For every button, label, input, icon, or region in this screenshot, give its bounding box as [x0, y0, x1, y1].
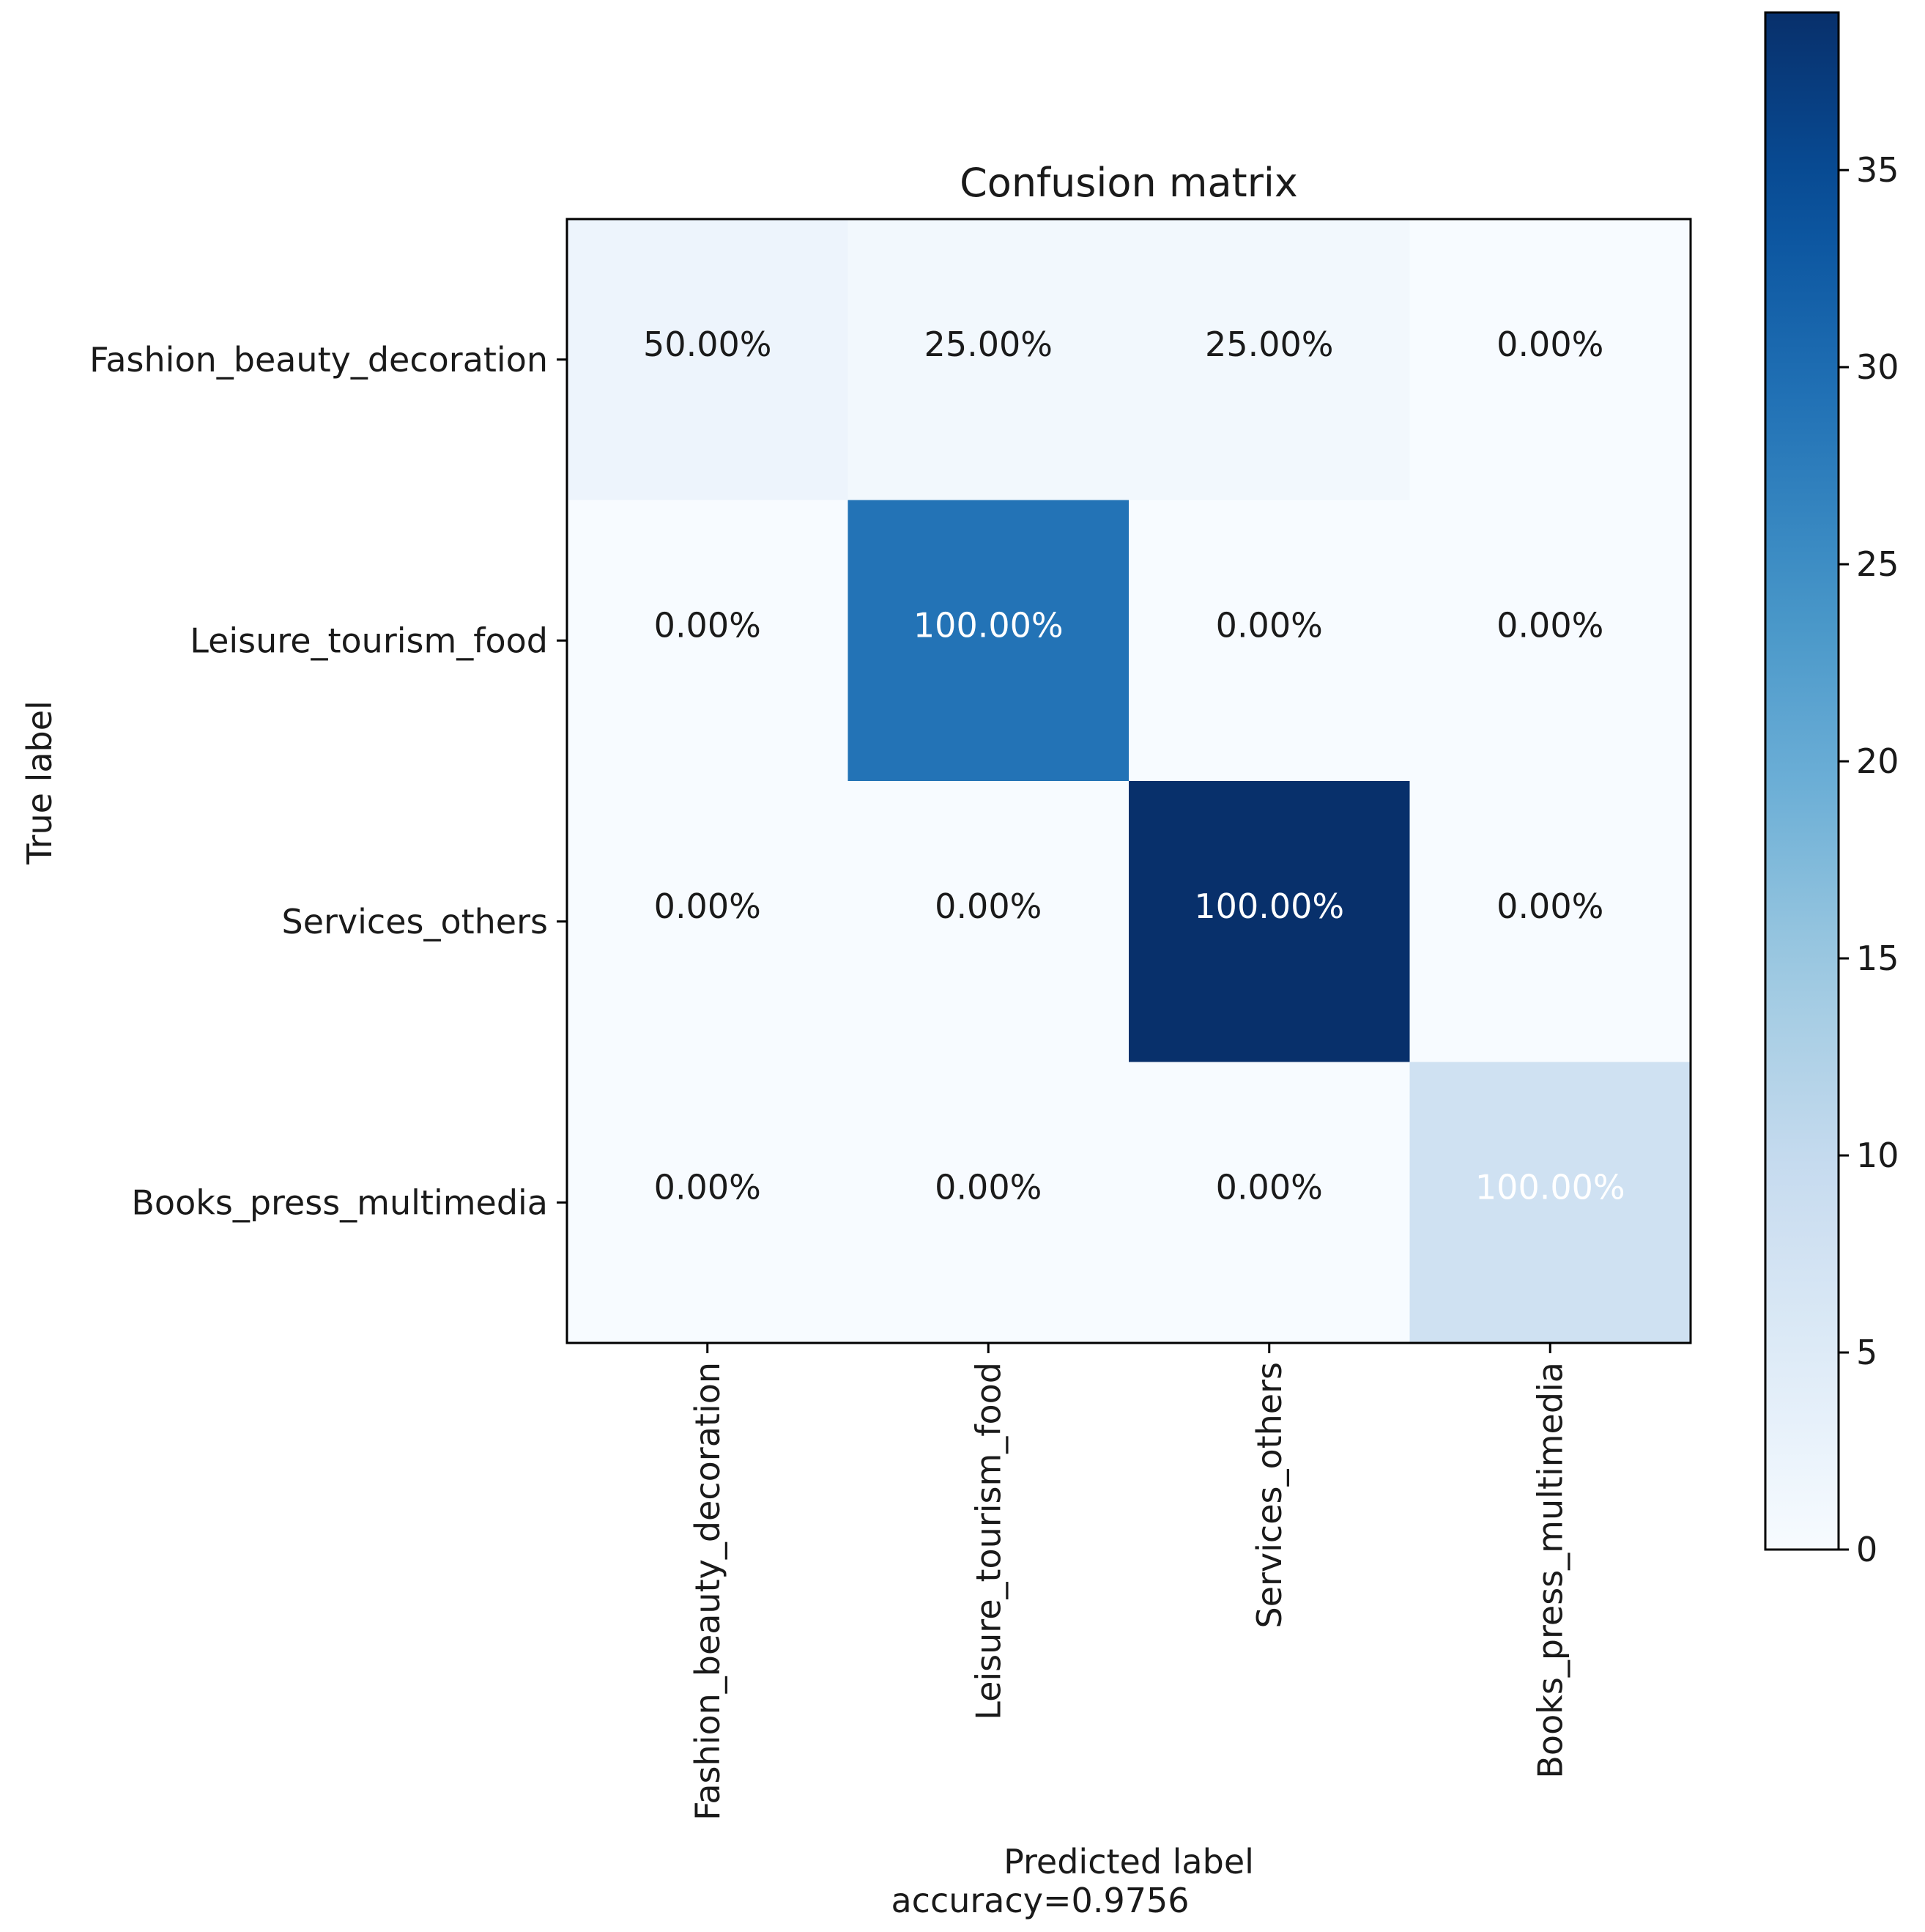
matrix-cell: [1409, 219, 1691, 500]
cell-value-label: 25.00%: [1205, 325, 1333, 364]
matrix-cell: [1409, 1062, 1691, 1344]
cell-value-label: 0.00%: [935, 1167, 1042, 1207]
colorbar-tick-label: 5: [1856, 1333, 1877, 1372]
cell-value-label: 50.00%: [643, 325, 771, 364]
matrix-cell: [567, 1062, 848, 1344]
y-axis-label: True label: [20, 700, 59, 865]
cell-value-label: 0.00%: [1496, 605, 1603, 645]
cell-value-label: 0.00%: [654, 605, 761, 645]
matrix-cell: [847, 219, 1130, 500]
colorbar-tick-label: 15: [1856, 939, 1899, 978]
colorbar: [1764, 11, 1840, 1551]
cell-value-label: 0.00%: [1496, 325, 1603, 364]
matrix-cell: [1129, 500, 1410, 782]
cell-value-label: 0.00%: [1216, 605, 1323, 645]
matrix-cell: [1129, 781, 1410, 1062]
y-tick-label: Books_press_multimedia: [131, 1182, 548, 1222]
chart-title: Confusion matrix: [960, 160, 1298, 206]
x-tick-label: Books_press_multimedia: [1530, 1362, 1570, 1779]
cell-value-label: 100.00%: [1475, 1167, 1625, 1207]
cell-value-label: 0.00%: [1216, 1167, 1323, 1207]
x-tick-label: Leisure_tourism_food: [968, 1362, 1008, 1720]
matrix-cell: [847, 500, 1130, 782]
colorbar-tick-label: 20: [1856, 741, 1899, 781]
cell-value-label: 100.00%: [913, 605, 1064, 645]
x-tick-label: Fashion_beauty_decoration: [688, 1362, 727, 1821]
matrix-cell: [1129, 219, 1410, 500]
colorbar-tick-label: 30: [1856, 347, 1899, 387]
x-axis-label: Predicted label: [1004, 1842, 1254, 1881]
matrix-cell: [567, 781, 848, 1062]
y-tick-label: Fashion_beauty_decoration: [89, 340, 548, 380]
colorbar-tick-label: 10: [1856, 1136, 1899, 1175]
matrix-cell: [1409, 500, 1691, 782]
colorbar-tick-label: 35: [1856, 150, 1899, 190]
cell-value-label: 25.00%: [924, 325, 1053, 364]
cell-value-label: 0.00%: [654, 1167, 761, 1207]
matrix-cell: [1129, 1062, 1410, 1344]
matrix-cell: [567, 500, 848, 782]
cell-value-label: 0.00%: [1496, 887, 1603, 926]
matrix-cell: [567, 219, 848, 500]
cell-value-label: 0.00%: [935, 887, 1042, 926]
accuracy-label: accuracy=0.9756: [891, 1881, 1189, 1920]
colorbar-tick-label: 25: [1856, 544, 1899, 584]
plot-frame: [565, 218, 1692, 1344]
matrix-cell: [847, 1062, 1130, 1344]
matrix-cell: [1409, 781, 1691, 1062]
y-tick-label: Services_others: [282, 902, 549, 941]
x-tick-label: Services_others: [1250, 1362, 1289, 1629]
colorbar-tick-label: 0: [1856, 1530, 1877, 1569]
y-tick-label: Leisure_tourism_food: [190, 621, 548, 660]
cell-value-label: 0.00%: [654, 887, 761, 926]
matrix-cell: [847, 781, 1130, 1062]
cell-value-label: 100.00%: [1194, 887, 1344, 926]
